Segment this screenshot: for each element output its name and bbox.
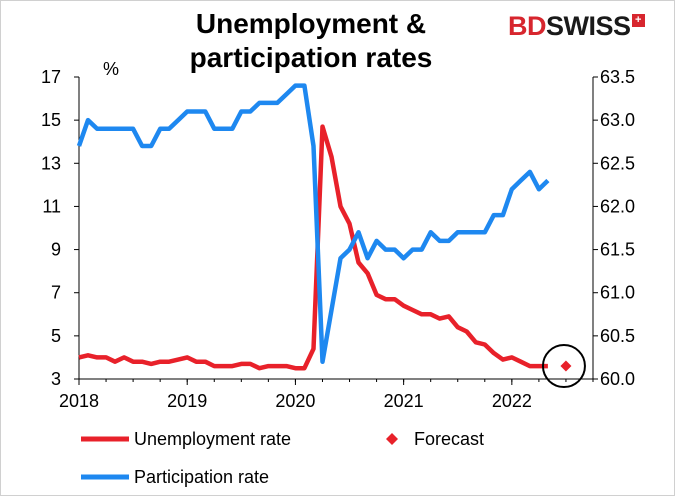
- chart-title: Unemployment & participation rates: [151, 7, 471, 75]
- legend: Unemployment rate Forecast Participation r…: [81, 429, 484, 487]
- chart-title-line-1: Unemployment &: [195, 8, 427, 39]
- forecast-annotation-circle: [541, 344, 586, 389]
- logo-text-swiss: SWISS: [546, 11, 631, 41]
- chart-title-line-2: participation rates: [189, 42, 433, 73]
- left-y-tick-label: 11: [42, 196, 61, 216]
- right-y-tick-label: 60.0: [600, 369, 635, 389]
- left-y-tick-label: 15: [41, 110, 61, 130]
- x-tick-label: 2020: [275, 391, 315, 411]
- left-y-tick-label: 13: [41, 153, 61, 173]
- left-y-tick-label: 17: [41, 67, 61, 87]
- x-tick-label: 2021: [384, 391, 424, 411]
- legend-participation-label: Participation rate: [134, 467, 269, 487]
- legend-forecast-label: Forecast: [414, 429, 484, 449]
- left-y-tick-label: 3: [51, 369, 61, 389]
- x-tick-label: 2019: [167, 391, 207, 411]
- right-y-tick-label: 61.0: [600, 283, 635, 303]
- left-y-tick-label: 5: [51, 326, 61, 346]
- legend-unemployment-label: Unemployment rate: [134, 429, 291, 449]
- right-y-tick-label: 63.5: [600, 67, 635, 87]
- left-y-tick-label: 9: [51, 240, 61, 260]
- logo-text-bd: BD: [508, 11, 547, 41]
- unemployment-rate-line: [78, 124, 548, 371]
- x-tick-label: 2018: [59, 391, 99, 411]
- x-tick-label: 2022: [492, 391, 532, 411]
- series-layer: [76, 83, 586, 389]
- left-axis-unit: %: [103, 59, 119, 79]
- right-y-tick-label: 63.0: [600, 110, 635, 130]
- right-y-tick-label: 61.5: [600, 240, 635, 260]
- participation-rate-line: [76, 83, 550, 364]
- right-y-tick-label: 62.0: [600, 196, 635, 216]
- left-y-tick-label: 7: [51, 283, 61, 303]
- logo-plus-icon: +: [631, 14, 645, 27]
- forecast-point: [560, 360, 572, 372]
- legend-forecast-swatch: [386, 433, 398, 445]
- brand-logo: BDSWISS +: [508, 11, 645, 41]
- axes: 3 5 7 9 11 13 15 17 % 60.0 60.5 61.0 61.5 62.0 62.5 63.…: [41, 59, 635, 411]
- right-y-tick-label: 62.5: [600, 153, 635, 173]
- right-y-tick-label: 60.5: [600, 326, 635, 346]
